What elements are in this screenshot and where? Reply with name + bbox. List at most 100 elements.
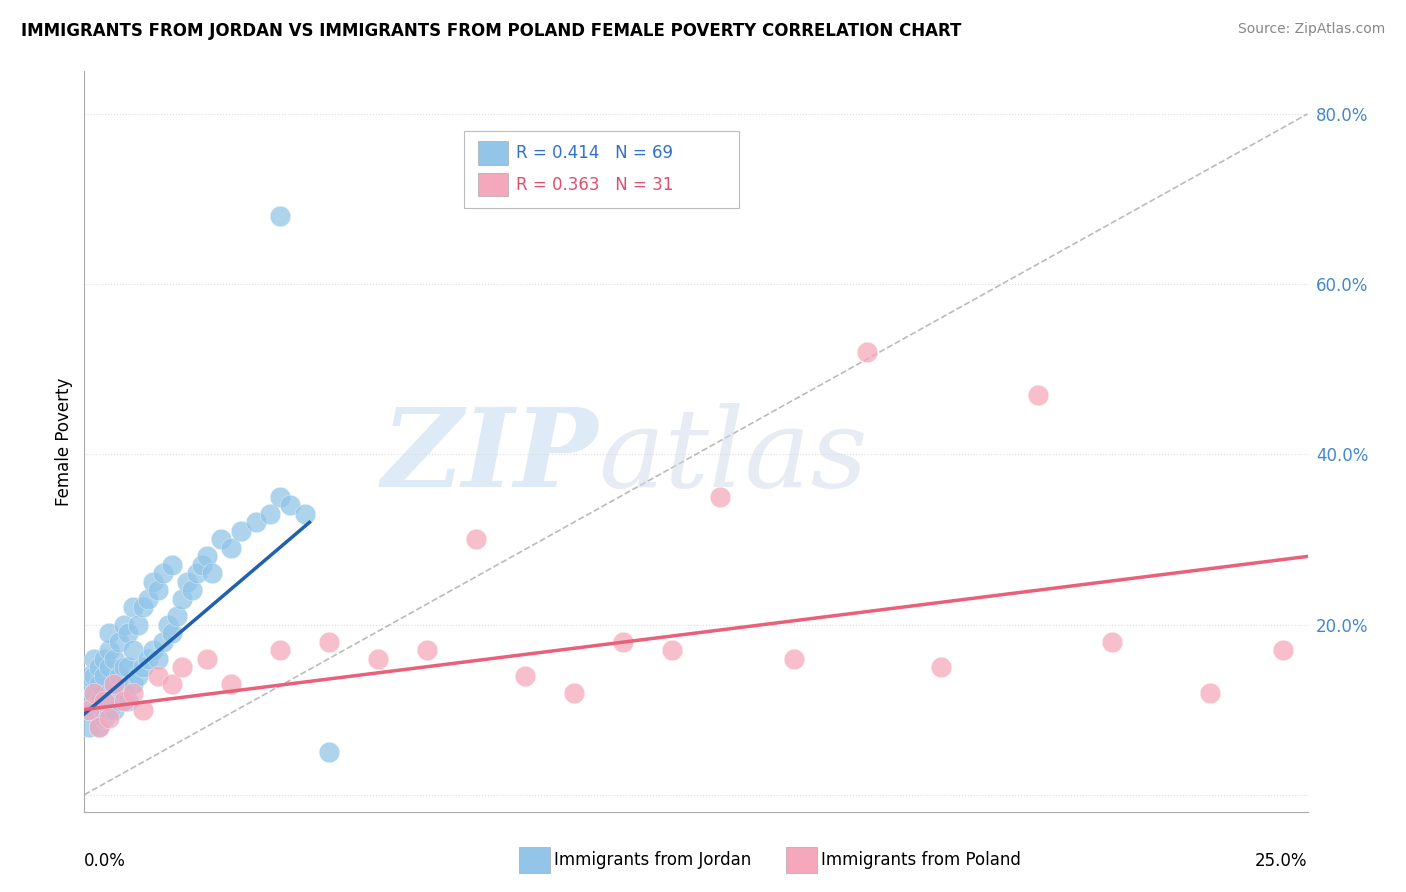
Point — [77, 668, 100, 682]
FancyBboxPatch shape — [464, 130, 738, 209]
Point — [162, 677, 184, 691]
Point — [269, 209, 291, 223]
Point — [294, 507, 316, 521]
Point — [83, 651, 105, 665]
Point — [97, 711, 120, 725]
Point — [195, 549, 218, 564]
Point — [209, 533, 232, 547]
Point — [77, 685, 100, 699]
Point — [929, 660, 952, 674]
Point — [93, 694, 115, 708]
Point — [136, 591, 159, 606]
Point — [513, 668, 536, 682]
Point — [269, 490, 291, 504]
Point — [112, 617, 135, 632]
Point — [112, 694, 135, 708]
Point — [93, 694, 115, 708]
Point — [416, 643, 439, 657]
Point — [117, 626, 139, 640]
Point — [152, 634, 174, 648]
Point — [219, 541, 242, 555]
Point — [162, 558, 184, 572]
Text: Immigrants from Poland: Immigrants from Poland — [821, 851, 1021, 869]
Point — [87, 720, 110, 734]
Point — [122, 677, 145, 691]
Point — [87, 677, 110, 691]
Text: ZIP: ZIP — [381, 402, 598, 510]
Point — [1028, 388, 1050, 402]
Point — [103, 651, 125, 665]
Point — [186, 566, 208, 581]
Point — [856, 345, 879, 359]
Point — [117, 694, 139, 708]
Point — [612, 634, 634, 648]
Point — [103, 677, 125, 691]
Point — [87, 720, 110, 734]
Text: 25.0%: 25.0% — [1256, 853, 1308, 871]
Point — [176, 574, 198, 589]
Point — [166, 609, 188, 624]
Y-axis label: Female Poverty: Female Poverty — [55, 377, 73, 506]
Point — [245, 516, 267, 530]
Point — [83, 685, 105, 699]
Point — [97, 626, 120, 640]
Point — [146, 668, 169, 682]
Point — [83, 685, 105, 699]
Point — [259, 507, 281, 521]
Point — [122, 643, 145, 657]
Point — [146, 651, 169, 665]
Point — [1198, 685, 1220, 699]
Point — [1101, 634, 1123, 648]
Point — [132, 703, 155, 717]
Point — [87, 694, 110, 708]
Point — [103, 677, 125, 691]
Point — [195, 651, 218, 665]
Point — [661, 643, 683, 657]
Point — [172, 660, 194, 674]
Point — [83, 703, 105, 717]
Point — [132, 660, 155, 674]
Text: Source: ZipAtlas.com: Source: ZipAtlas.com — [1237, 22, 1385, 37]
Point — [152, 566, 174, 581]
Point — [1272, 643, 1295, 657]
Point — [93, 651, 115, 665]
Point — [219, 677, 242, 691]
Point — [318, 745, 340, 759]
Text: atlas: atlas — [598, 402, 868, 510]
Text: R = 0.414   N = 69: R = 0.414 N = 69 — [516, 144, 673, 161]
Point — [93, 711, 115, 725]
Point — [77, 703, 100, 717]
Point — [709, 490, 731, 504]
Point — [172, 591, 194, 606]
Point — [77, 703, 100, 717]
Point — [122, 600, 145, 615]
Point — [136, 651, 159, 665]
Point — [278, 499, 301, 513]
Point — [783, 651, 806, 665]
Point — [127, 668, 149, 682]
Text: R = 0.363   N = 31: R = 0.363 N = 31 — [516, 176, 673, 194]
Point — [112, 685, 135, 699]
Point — [464, 533, 486, 547]
Point — [77, 720, 100, 734]
Point — [107, 668, 129, 682]
Point — [103, 703, 125, 717]
Point — [112, 660, 135, 674]
Point — [127, 617, 149, 632]
Point — [156, 617, 179, 632]
Point — [162, 626, 184, 640]
Point — [97, 643, 120, 657]
Point — [93, 668, 115, 682]
Point — [142, 574, 165, 589]
Point — [229, 524, 252, 538]
Point — [107, 634, 129, 648]
Text: IMMIGRANTS FROM JORDAN VS IMMIGRANTS FROM POLAND FEMALE POVERTY CORRELATION CHAR: IMMIGRANTS FROM JORDAN VS IMMIGRANTS FRO… — [21, 22, 962, 40]
Point — [269, 643, 291, 657]
Point — [562, 685, 585, 699]
Text: 0.0%: 0.0% — [84, 853, 127, 871]
FancyBboxPatch shape — [478, 141, 508, 165]
Point — [318, 634, 340, 648]
Point — [97, 703, 120, 717]
Point — [83, 668, 105, 682]
Text: Immigrants from Jordan: Immigrants from Jordan — [554, 851, 751, 869]
